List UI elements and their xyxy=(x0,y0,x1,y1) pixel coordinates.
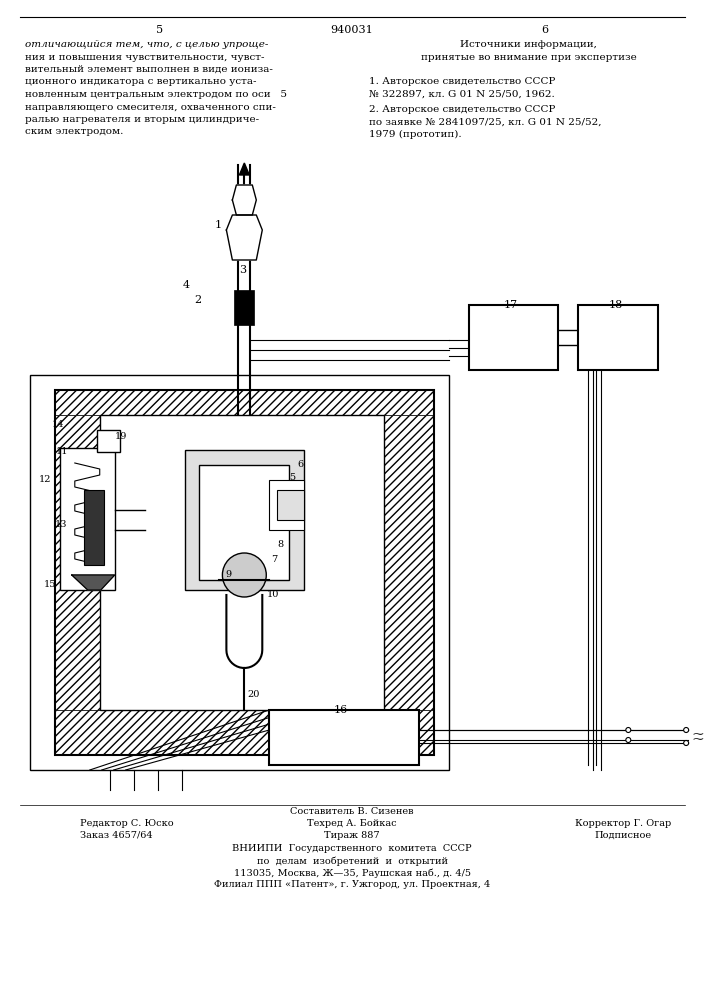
Polygon shape xyxy=(226,215,262,260)
Text: Заказ 4657/64: Заказ 4657/64 xyxy=(80,831,153,840)
Bar xyxy=(269,480,304,530)
Text: отличающийся тем, что, с целью упроще-: отличающийся тем, что, с целью упроще- xyxy=(25,40,269,49)
Text: Источники информации,: Источники информации, xyxy=(460,40,597,49)
Bar xyxy=(83,490,104,565)
Polygon shape xyxy=(72,575,115,590)
Bar xyxy=(55,390,434,415)
Circle shape xyxy=(684,728,689,732)
Text: вительный элемент выполнен в виде иониза-: вительный элемент выполнен в виде иониза… xyxy=(25,65,273,74)
Text: Подписное: Подписное xyxy=(595,831,652,840)
Text: ~: ~ xyxy=(691,728,704,742)
Bar xyxy=(55,415,100,710)
Bar xyxy=(55,710,434,755)
Bar xyxy=(384,415,434,710)
Bar xyxy=(55,390,434,755)
Circle shape xyxy=(223,553,267,597)
Text: Редактор С. Юско: Редактор С. Юско xyxy=(80,819,173,828)
Text: новленным центральным электродом по оси   5: новленным центральным электродом по оси … xyxy=(25,90,287,99)
Polygon shape xyxy=(240,163,250,175)
Text: 1979 (прототип).: 1979 (прототип). xyxy=(369,130,462,139)
Bar xyxy=(269,710,419,765)
Text: 6: 6 xyxy=(541,25,548,35)
Text: Филиал ППП «Патент», г. Ужгород, ул. Проектная, 4: Филиал ППП «Патент», г. Ужгород, ул. Про… xyxy=(214,880,490,889)
Text: 13: 13 xyxy=(55,520,67,529)
Text: Составитель В. Сизенев: Составитель В. Сизенев xyxy=(291,807,414,816)
Text: ~: ~ xyxy=(691,733,704,747)
Bar xyxy=(469,305,559,370)
Text: 12: 12 xyxy=(39,475,52,484)
Bar xyxy=(30,375,449,770)
Text: 15: 15 xyxy=(44,580,57,589)
Text: ния и повышения чувствительности, чувст-: ния и повышения чувствительности, чувст- xyxy=(25,52,264,62)
Bar xyxy=(578,305,658,370)
Text: Тираж 887: Тираж 887 xyxy=(325,831,380,840)
Text: 18: 18 xyxy=(608,300,623,310)
Bar xyxy=(199,465,289,580)
Text: направляющего смесителя, охваченного спи-: направляющего смесителя, охваченного спи… xyxy=(25,103,276,111)
Text: 7: 7 xyxy=(271,555,278,564)
Bar xyxy=(277,490,304,520)
Text: Корректор Г. Огар: Корректор Г. Огар xyxy=(575,819,672,828)
Text: 940031: 940031 xyxy=(331,25,373,35)
Circle shape xyxy=(626,728,631,732)
Text: ционного индикатора с вертикально уста-: ционного индикатора с вертикально уста- xyxy=(25,78,257,87)
Circle shape xyxy=(626,738,631,742)
Text: 5: 5 xyxy=(289,473,296,482)
Text: 4: 4 xyxy=(182,280,189,290)
Text: 3: 3 xyxy=(240,265,247,275)
Text: ралью нагревателя и вторым цилиндриче-: ралью нагревателя и вторым цилиндриче- xyxy=(25,115,259,124)
Text: по  делам  изобретений  и  открытий: по делам изобретений и открытий xyxy=(257,856,448,865)
Text: 6: 6 xyxy=(297,460,303,469)
Polygon shape xyxy=(233,185,257,215)
Text: 2. Авторское свидетельство СССР: 2. Авторское свидетельство СССР xyxy=(369,105,556,114)
Text: по заявке № 2841097/25, кл. G 01 N 25/52,: по заявке № 2841097/25, кл. G 01 N 25/52… xyxy=(369,117,602,126)
Text: ВНИИПИ  Государственного  комитета  СССР: ВНИИПИ Государственного комитета СССР xyxy=(232,844,472,853)
Text: 8: 8 xyxy=(277,540,284,549)
Text: принятые во внимание при экспертизе: принятые во внимание при экспертизе xyxy=(421,52,636,62)
Text: 113035, Москва, Ж—35, Раушская наб., д. 4/5: 113035, Москва, Ж—35, Раушская наб., д. … xyxy=(233,868,471,878)
Text: 5: 5 xyxy=(156,25,163,35)
Text: 1. Авторское свидетельство СССР: 1. Авторское свидетельство СССР xyxy=(369,78,556,87)
Bar xyxy=(97,430,119,452)
Bar xyxy=(234,290,255,325)
Text: № 322897, кл. G 01 N 25/50, 1962.: № 322897, кл. G 01 N 25/50, 1962. xyxy=(369,90,555,99)
Text: 19: 19 xyxy=(115,432,127,441)
Bar xyxy=(60,448,115,590)
Text: 9: 9 xyxy=(226,570,231,579)
Text: 17: 17 xyxy=(503,300,518,310)
Text: 16: 16 xyxy=(334,705,349,715)
Text: Техред А. Бойкас: Техред А. Бойкас xyxy=(308,819,397,828)
Text: 10: 10 xyxy=(267,590,280,599)
Circle shape xyxy=(684,740,689,746)
Text: 20: 20 xyxy=(247,690,259,699)
Text: ским электродом.: ским электродом. xyxy=(25,127,123,136)
Text: 11: 11 xyxy=(56,447,69,456)
Text: 2: 2 xyxy=(194,295,201,305)
Text: 14: 14 xyxy=(52,420,64,429)
Bar xyxy=(100,415,384,710)
Text: 1: 1 xyxy=(214,220,221,230)
Bar xyxy=(185,450,304,590)
